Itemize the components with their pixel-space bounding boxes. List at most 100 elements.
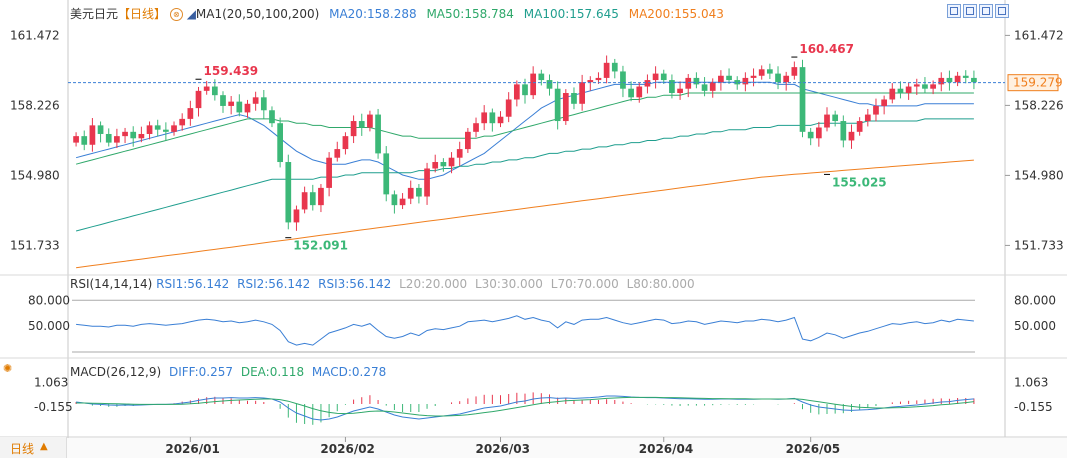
candle-body bbox=[669, 80, 675, 94]
candle bbox=[505, 92, 512, 123]
candle-body bbox=[130, 131, 137, 139]
candle-body bbox=[122, 131, 128, 137]
candle bbox=[718, 70, 724, 91]
candle-body bbox=[187, 108, 194, 119]
candle-body bbox=[114, 136, 120, 143]
candle-body bbox=[546, 80, 553, 89]
candle-body bbox=[522, 84, 528, 96]
candle-body bbox=[318, 187, 324, 206]
candle bbox=[562, 89, 569, 125]
rsi-label: RSI(14,14,14) bbox=[70, 277, 153, 291]
candle-body bbox=[807, 131, 814, 139]
rsi-header: RSI(14,14,14) RSI1:56.142 RSI2:56.142 RS… bbox=[70, 277, 695, 291]
candle bbox=[130, 126, 137, 147]
candle bbox=[954, 71, 961, 87]
candle-body bbox=[709, 82, 716, 91]
candle bbox=[791, 61, 798, 80]
candle bbox=[815, 121, 822, 147]
macd-dea-line bbox=[76, 396, 974, 417]
zoom-in-icon[interactable] bbox=[947, 4, 961, 18]
time-axis-background bbox=[0, 438, 1067, 458]
candle-body bbox=[277, 123, 283, 163]
candle bbox=[856, 117, 863, 136]
candle-body bbox=[791, 67, 798, 76]
caret-up-icon: ▲ bbox=[40, 441, 48, 452]
candle bbox=[489, 108, 496, 132]
candle bbox=[750, 68, 757, 87]
low-annotation: 152.091 bbox=[293, 239, 348, 253]
candle bbox=[424, 162, 430, 205]
candle bbox=[685, 74, 692, 98]
candle-body bbox=[163, 129, 169, 132]
candle-body bbox=[97, 125, 104, 134]
candle-body bbox=[489, 112, 496, 124]
candle-body bbox=[873, 105, 879, 115]
candle-body bbox=[440, 162, 447, 167]
candle bbox=[513, 80, 520, 107]
y-tick-label-left: 161.472 bbox=[10, 28, 60, 42]
candle bbox=[873, 98, 879, 122]
candle bbox=[236, 94, 243, 117]
candle bbox=[122, 127, 128, 144]
candle bbox=[473, 117, 479, 138]
candle-body bbox=[734, 80, 741, 85]
candle-body bbox=[195, 90, 202, 109]
candle-body bbox=[856, 121, 863, 132]
candle-body bbox=[620, 71, 626, 89]
candle-body bbox=[171, 125, 177, 132]
candle bbox=[546, 74, 553, 96]
candle bbox=[73, 132, 79, 147]
candle-body bbox=[677, 88, 683, 94]
candle bbox=[456, 141, 463, 167]
candle bbox=[652, 66, 659, 89]
candle bbox=[538, 69, 545, 86]
candle bbox=[81, 130, 88, 151]
candle bbox=[187, 100, 194, 126]
candle bbox=[105, 128, 112, 147]
rsi-line bbox=[76, 315, 974, 346]
x-tick-label: 2026/03 bbox=[476, 442, 530, 456]
rsi-tick-right: 50.000 bbox=[1014, 319, 1056, 333]
candle bbox=[244, 99, 251, 118]
candle bbox=[293, 205, 300, 231]
settings-icon[interactable]: ⊗ bbox=[169, 8, 183, 21]
candle-body bbox=[538, 73, 545, 81]
candle-body bbox=[799, 67, 806, 132]
candle-body bbox=[326, 157, 332, 188]
period-tab[interactable]: 日线 ▲ bbox=[0, 437, 67, 458]
candle bbox=[375, 108, 381, 159]
candle-body bbox=[456, 149, 463, 158]
candle-body bbox=[701, 84, 708, 91]
ma20-value: MA20:158.288 bbox=[329, 7, 417, 21]
candle-body bbox=[465, 131, 471, 150]
candle bbox=[416, 184, 422, 204]
candle-body bbox=[742, 77, 749, 85]
candle bbox=[913, 78, 920, 95]
candle-body bbox=[587, 80, 594, 83]
candle bbox=[709, 78, 716, 98]
candle-body bbox=[211, 86, 218, 96]
candle bbox=[171, 121, 177, 136]
candle bbox=[399, 193, 406, 210]
back-icon[interactable] bbox=[979, 4, 993, 18]
candle-body bbox=[252, 97, 259, 104]
candle bbox=[285, 154, 292, 230]
candle-body bbox=[432, 162, 439, 169]
candle bbox=[628, 81, 634, 102]
candle bbox=[938, 72, 945, 92]
l30-value: L30:30.000 bbox=[474, 277, 543, 291]
candle bbox=[603, 55, 610, 84]
zoom-out-icon[interactable] bbox=[963, 4, 977, 18]
candle bbox=[342, 132, 349, 155]
candle bbox=[767, 63, 773, 79]
candle bbox=[203, 80, 210, 95]
candle-body bbox=[269, 110, 275, 124]
candle-body bbox=[505, 99, 512, 117]
candle-body bbox=[203, 86, 210, 91]
candle bbox=[832, 110, 839, 127]
candle-body bbox=[416, 187, 422, 197]
candle-body bbox=[228, 101, 235, 106]
macd-settings-icon[interactable]: ✺ bbox=[3, 362, 13, 375]
candle-body bbox=[481, 112, 488, 124]
download-icon[interactable] bbox=[995, 4, 1009, 18]
